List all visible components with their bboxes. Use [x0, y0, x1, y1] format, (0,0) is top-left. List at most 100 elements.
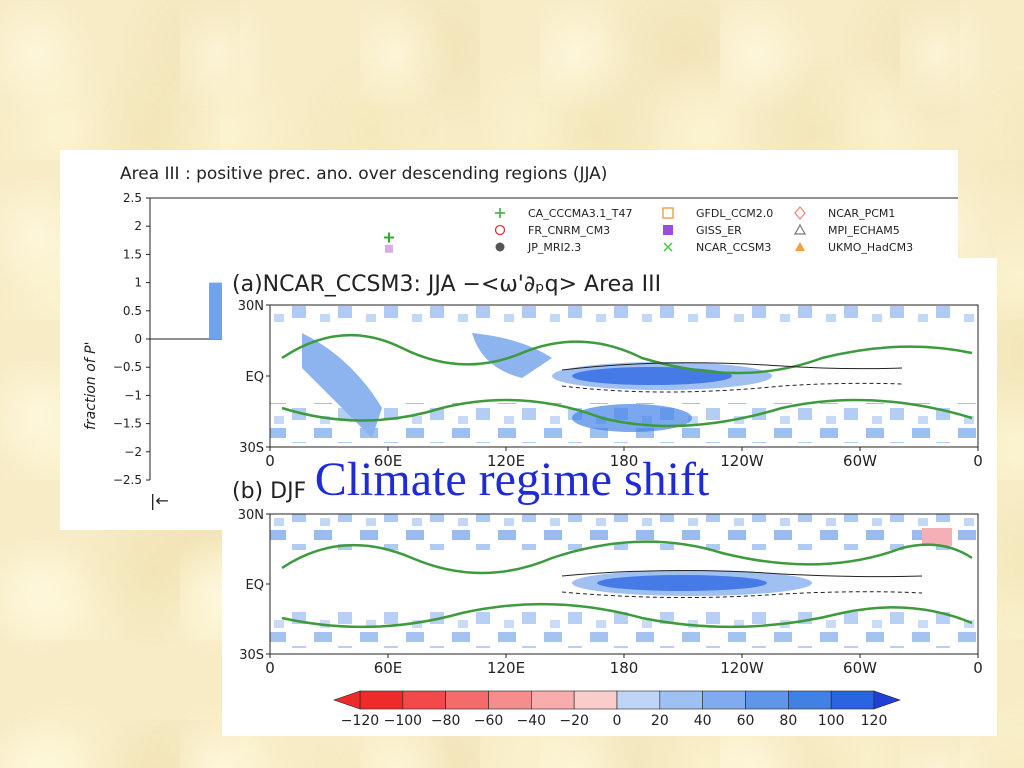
- colorbar-label: 40: [694, 713, 712, 729]
- slide-title: Climate regime shift: [314, 453, 710, 506]
- legend-symbol-circle: [494, 224, 506, 236]
- legend-label: CA_CCCMA3.1_T47: [528, 207, 632, 220]
- y-tick-group: 2.5 2 1.5 1 0.5 0 −0.5 −1 −1.5 −2 −2.5: [113, 191, 290, 487]
- colorbar-cell: [488, 690, 532, 710]
- y-tick-label: 1: [134, 276, 142, 290]
- map-a-axis-ticks: 0 60E 120E 180 120W 60W 0 30N EQ 30S: [238, 299, 983, 470]
- colorbar-cell: [745, 690, 789, 710]
- y-tick-label: EQ: [246, 578, 264, 593]
- colorbar-label: 80: [779, 713, 797, 729]
- ncar-ccsm3-maps: (a)NCAR_CCSM3: JJA −<ω'∂ₚq> Area III (b)…: [222, 258, 997, 736]
- colorbar-right-arrow: [873, 690, 901, 710]
- colorbar-label: −80: [431, 713, 461, 729]
- map-panel-b: [269, 513, 979, 655]
- map-b-green-contour-2: [281, 602, 973, 629]
- x-tick-label: 0: [973, 659, 983, 677]
- legend: CA_CCCMA3.1_T47 GFDL_CCM2.0 NCAR_PCM1 FR_CN…: [494, 206, 913, 254]
- map-b-axis-ticks: 0 60E 120E 180 120W 60W 0 30N EQ 30S: [238, 508, 983, 677]
- legend-label: JP_MRI2.3: [527, 241, 581, 254]
- legend-item: NCAR_CCSM3: [663, 241, 771, 254]
- map-panel-a: [269, 304, 979, 448]
- colorbar-label: −100: [384, 713, 422, 729]
- colorbar-label: −40: [517, 713, 547, 729]
- square-marker: [385, 244, 393, 253]
- y-tick-label: 30N: [238, 508, 264, 523]
- legend-symbol-triangle: [793, 223, 807, 235]
- legend-item: UKMO_HadCM3: [795, 241, 913, 254]
- colorbar-label: −20: [559, 713, 589, 729]
- map-b-green-contour-1: [281, 540, 973, 575]
- y-tick-label: −0.5: [113, 360, 142, 374]
- x-tick-label: 60E: [374, 452, 403, 470]
- legend-item: GISS_ER: [663, 224, 742, 237]
- colorbar-left-arrow: [333, 690, 361, 710]
- y-tick-label: −1: [124, 388, 142, 402]
- x-tick-label: 0: [973, 452, 983, 470]
- colorbar-cell: [659, 690, 703, 710]
- y-tick-label: 30S: [239, 648, 264, 663]
- colorbar-cell: [702, 690, 746, 710]
- colorbar-cell: [531, 690, 575, 710]
- legend-label: FR_CNRM_CM3: [528, 224, 610, 237]
- map-a-green-contour-2: [281, 398, 973, 428]
- bar-chart-title: Area III : positive prec. ano. over desc…: [120, 164, 607, 184]
- map-a-blue-band: [552, 362, 772, 390]
- colorbar-cell: [616, 690, 661, 710]
- bottom-arrow-label: |←: [150, 491, 169, 510]
- y-tick-label: −1.5: [113, 417, 142, 431]
- legend-label: UKMO_HadCM3: [828, 241, 913, 254]
- legend-label: GFDL_CCM2.0: [696, 207, 773, 220]
- x-tick-label: 60W: [843, 452, 877, 470]
- colorbar-label: 120: [861, 713, 888, 729]
- map-a-green-contour-1: [281, 333, 973, 375]
- map-b-black-contour-1: [561, 569, 923, 578]
- legend-symbol-triangle-filled: [795, 242, 805, 251]
- legend-symbol-square-filled: [663, 225, 673, 235]
- panel-a-title: (a)NCAR_CCSM3: JJA −<ω'∂ₚq> Area III: [232, 272, 661, 297]
- x-tick-label: 180: [610, 659, 639, 677]
- x-tick-label: 180: [610, 452, 639, 470]
- colorbar-label: 60: [737, 713, 755, 729]
- x-tick-label: 120W: [720, 452, 764, 470]
- colorbar-cell: [573, 690, 618, 710]
- colorbar-label: 100: [818, 713, 845, 729]
- colorbar: −120 −100 −80 −60 −40 −20 0 20 40 60 80 100 120: [333, 690, 901, 729]
- colorbar-cell: [830, 690, 875, 710]
- legend-symbol-diamond: [794, 206, 806, 220]
- map-a-dashed-contour: [561, 382, 903, 393]
- legend-label: NCAR_CCSM3: [696, 241, 771, 254]
- map-a-north-shading: [270, 305, 978, 325]
- y-tick-label: −2: [124, 445, 142, 459]
- bar-chart-svg: Area III : positive prec. ano. over desc…: [83, 164, 958, 510]
- x-tick-label: 120E: [487, 452, 525, 470]
- y-axis-label: fraction of P': [83, 342, 99, 430]
- colorbar-cell: [788, 690, 832, 710]
- x-tick-label: 120W: [720, 659, 764, 677]
- panel-b-title: (b) DJF: [232, 479, 306, 504]
- marker-group: [384, 232, 394, 253]
- colorbar-cell: [445, 690, 489, 710]
- map-a-black-contour-1: [561, 362, 903, 371]
- legend-item: CA_CCCMA3.1_T47: [495, 207, 632, 220]
- legend-symbol-x: [663, 242, 673, 252]
- y-tick-label: −2.5: [113, 473, 142, 487]
- y-tick-label: 0.5: [123, 304, 142, 318]
- legend-item: GFDL_CCM2.0: [662, 207, 773, 220]
- plus-marker: [384, 232, 394, 243]
- legend-item: FR_CNRM_CM3: [494, 224, 610, 237]
- y-tick-label: 2.5: [123, 191, 142, 205]
- map-a-indian-ocean-shading: [302, 333, 382, 438]
- legend-label: GISS_ER: [696, 224, 742, 237]
- y-tick-label: EQ: [246, 370, 264, 385]
- map-a-south-blue: [572, 404, 692, 432]
- map-b-blue-band: [572, 570, 812, 596]
- x-tick-label: 60W: [843, 659, 877, 677]
- x-tick-label: 0: [265, 452, 275, 470]
- x-tick-label: 120E: [487, 659, 525, 677]
- colorbar-label: 20: [651, 713, 669, 729]
- x-tick-label: 0: [265, 659, 275, 677]
- legend-item: MPI_ECHAM5: [793, 223, 900, 237]
- map-b-north-shading: [270, 514, 978, 550]
- y-tick-label: 30N: [238, 299, 264, 314]
- legend-item: NCAR_PCM1: [794, 206, 895, 220]
